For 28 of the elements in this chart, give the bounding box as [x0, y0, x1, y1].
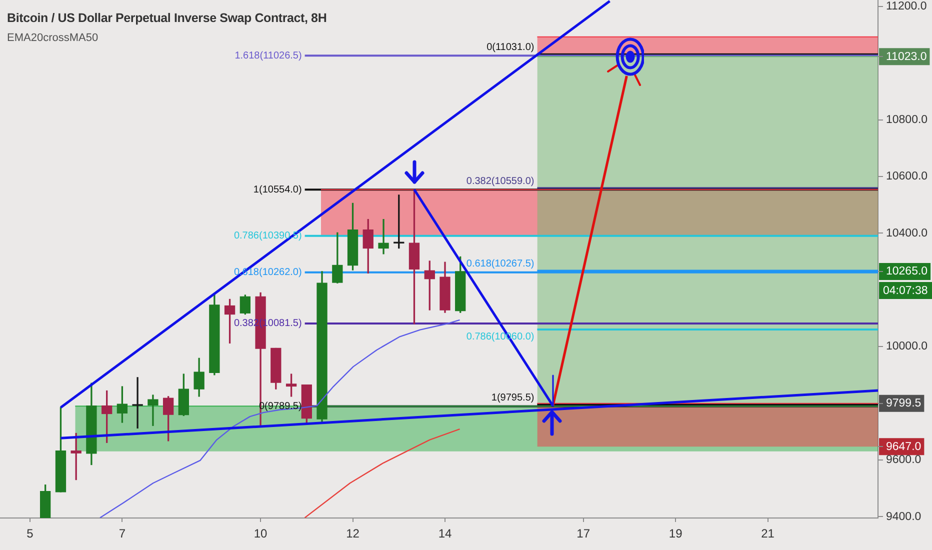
text: 04:07:38 [883, 285, 928, 298]
x-tick-label: 21 [761, 526, 775, 541]
x-tick-label: 10 [254, 526, 268, 541]
y-tick-label: 9647.0 [886, 440, 922, 453]
y-tick-label: 10800.0 [886, 114, 928, 126]
text: Bitcoin / US Dollar Perpetual Inverse Swap Contract, 8H [7, 10, 327, 26]
series-label: 1.618(11026.5) [234, 50, 302, 62]
x-tick-label: 14 [438, 526, 452, 541]
text: EMA20crossMA50 [7, 31, 98, 45]
y-tick-label: 11200.0 [886, 0, 927, 13]
series-label: 0.382(10559.0) [466, 176, 534, 187]
x-tick-label: 7 [118, 526, 126, 541]
x-tick-label: 19 [668, 526, 683, 541]
y-tick-label: 10000.0 [886, 340, 928, 353]
y-tick-label: 10600.0 [886, 170, 928, 183]
x-tick-label: 5 [26, 526, 34, 541]
x-tick-label: 12 [346, 526, 360, 541]
series-label: 1(10554.0) [253, 184, 302, 196]
y-tick-label: 11023.0 [886, 50, 927, 63]
y-tick-label: 9400.0 [886, 510, 922, 523]
x-tick-label: 17 [576, 526, 590, 541]
y-tick-label: 9799.5 [886, 398, 922, 410]
y-tick-label: 10400.0 [886, 227, 928, 240]
y-tick-label: 9600.0 [886, 454, 922, 466]
series-label: 0.618(10267.5) [466, 258, 534, 270]
series-label: 1(9795.5) [491, 392, 534, 404]
y-tick-label: 10265.0 [886, 266, 928, 278]
series-label: 0(11031.0) [486, 42, 534, 54]
